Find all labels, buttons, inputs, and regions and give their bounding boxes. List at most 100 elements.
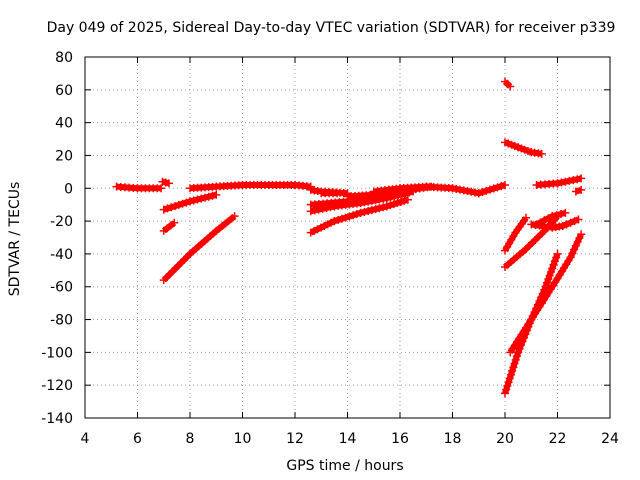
- plus-marker: [403, 195, 412, 204]
- plus-marker: [193, 195, 202, 204]
- plus-marker: [571, 241, 580, 250]
- plus-marker: [544, 275, 553, 284]
- plus-marker: [514, 348, 523, 357]
- plus-marker: [334, 215, 343, 224]
- plus-marker: [577, 230, 586, 239]
- plus-marker: [545, 271, 554, 280]
- y-tick-label: -120: [41, 378, 73, 394]
- plus-marker: [550, 257, 559, 266]
- plus-marker: [474, 189, 483, 198]
- plus-marker: [382, 202, 391, 211]
- plus-marker: [522, 213, 530, 222]
- plus-marker: [345, 212, 354, 221]
- plus-marker: [386, 201, 395, 210]
- data-segment-arc-1: [112, 182, 166, 193]
- plus-marker: [367, 206, 376, 215]
- y-tick-label: -100: [41, 345, 73, 361]
- plus-marker: [182, 198, 191, 207]
- x-tick-label: 8: [186, 431, 195, 447]
- plus-marker: [349, 211, 358, 220]
- y-tick-label: -60: [50, 280, 73, 296]
- y-tick-label: 20: [55, 148, 73, 164]
- plus-marker: [502, 385, 511, 394]
- plus-marker: [541, 282, 550, 291]
- plus-marker: [573, 175, 582, 184]
- plus-marker: [577, 185, 586, 194]
- plus-marker: [486, 185, 494, 194]
- y-tick-label: 40: [55, 116, 73, 132]
- plus-marker: [400, 196, 409, 205]
- plus-marker: [552, 253, 561, 262]
- data-segment-arc-23: [506, 230, 586, 357]
- plus-marker: [352, 210, 361, 219]
- plus-marker: [212, 190, 221, 199]
- plus-marker: [575, 234, 584, 243]
- plus-marker: [379, 203, 388, 212]
- plus-marker: [503, 381, 512, 390]
- data-segment-arc-14: [501, 77, 515, 91]
- data-segment-arc-4: [159, 218, 179, 235]
- plus-marker: [356, 208, 365, 217]
- plus-marker: [389, 200, 398, 209]
- chart-title: Day 049 of 2025, Sidereal Day-to-day VTE…: [47, 20, 616, 36]
- plus-marker: [549, 260, 558, 269]
- data-segment-arc-21: [532, 208, 570, 229]
- plus-marker: [562, 220, 571, 229]
- plus-marker: [537, 149, 546, 158]
- plus-marker: [167, 203, 176, 212]
- plus-marker: [558, 222, 567, 231]
- plus-marker: [512, 352, 521, 361]
- plus-marker: [571, 187, 580, 196]
- plus-marker: [501, 389, 509, 398]
- x-tick-label: 22: [549, 431, 567, 447]
- plus-marker: [515, 344, 524, 353]
- plus-marker: [577, 174, 586, 183]
- plus-marker: [570, 217, 579, 226]
- data-segment-arc-5: [159, 212, 239, 285]
- plus-marker: [548, 212, 557, 221]
- plus-marker: [561, 208, 570, 217]
- plus-marker: [478, 188, 487, 197]
- plus-marker: [333, 189, 341, 198]
- data-segment-arc-20: [527, 215, 583, 232]
- plus-marker: [570, 245, 579, 254]
- plus-marker: [557, 209, 565, 218]
- data-segment-arc-17: [571, 185, 586, 196]
- y-axis-label: SDTVAR / TECUs: [7, 182, 23, 297]
- y-tick-label: -20: [50, 214, 73, 230]
- x-tick-label: 4: [81, 431, 90, 447]
- plus-marker: [573, 237, 582, 246]
- plus-marker: [510, 359, 519, 368]
- plus-marker: [201, 193, 209, 202]
- plus-marker: [501, 180, 509, 189]
- plus-marker: [568, 249, 577, 258]
- data-segment-arc-13: [369, 180, 509, 198]
- plus-marker: [165, 179, 173, 188]
- plus-marker: [569, 176, 578, 185]
- plus-marker: [337, 214, 346, 223]
- plus-marker: [574, 215, 583, 224]
- plus-marker: [393, 199, 402, 208]
- plus-marker: [566, 253, 575, 262]
- plus-marker: [552, 211, 561, 220]
- axis-ticks: 4 6 8 10 12 14 16 18 20 22 24 80 60 40 20 0 -20 -40 -60 -80…: [41, 50, 619, 447]
- plus-marker: [493, 183, 502, 192]
- data-segment-arc-8: [317, 189, 341, 198]
- data-segment-arc-11: [306, 195, 412, 237]
- data-segment-arc-6: [186, 180, 315, 193]
- data-series: [112, 77, 586, 398]
- plus-marker: [505, 374, 514, 383]
- plus-marker: [330, 217, 339, 226]
- y-tick-label: 80: [55, 50, 73, 66]
- plus-marker: [511, 355, 520, 364]
- plus-marker: [197, 194, 206, 203]
- plus-marker: [489, 184, 498, 193]
- plus-marker: [482, 186, 491, 195]
- y-tick-label: -80: [50, 313, 73, 329]
- x-tick-label: 16: [391, 431, 409, 447]
- x-tick-label: 24: [601, 431, 619, 447]
- plus-marker: [497, 182, 506, 191]
- segment-line: [161, 220, 177, 234]
- plus-marker: [174, 200, 183, 209]
